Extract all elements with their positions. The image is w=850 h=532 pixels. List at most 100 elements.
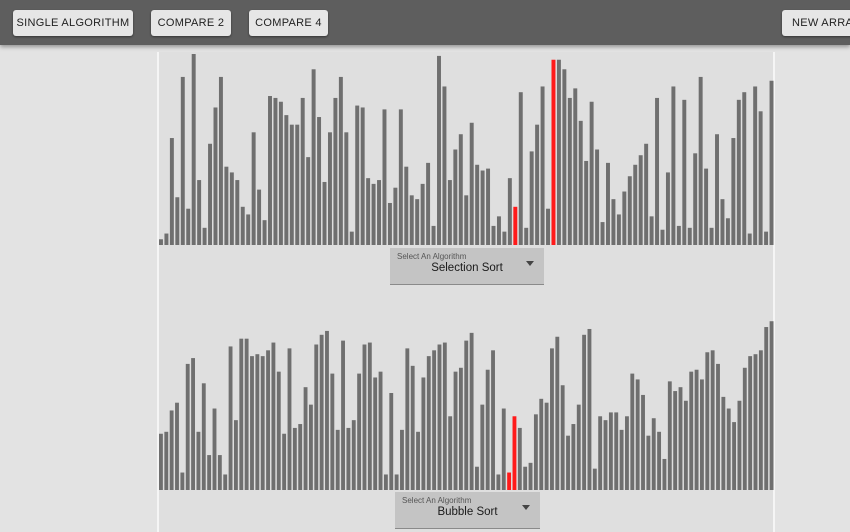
array-bar: [442, 86, 447, 245]
array-bar: [317, 117, 322, 245]
array-bar: [233, 420, 238, 490]
array-bar: [373, 377, 378, 490]
bar-chart-svg: [159, 321, 774, 490]
array-bar: [164, 431, 169, 490]
array-bar: [208, 143, 213, 245]
highlighted-bar: [507, 472, 512, 490]
array-bar: [217, 455, 222, 490]
array-bar: [276, 371, 281, 490]
array-bar: [169, 410, 174, 490]
array-bar: [540, 86, 545, 245]
array-bar: [582, 334, 587, 490]
array-bar: [410, 365, 415, 490]
array-bar: [389, 393, 394, 490]
array-bar: [341, 340, 345, 490]
array-bar: [475, 466, 479, 490]
array-bar: [539, 398, 544, 490]
algorithm-select[interactable]: Select An Algorithm Bubble Sort: [395, 492, 540, 529]
array-bar: [715, 134, 719, 245]
array-bar: [748, 356, 753, 490]
array-bar: [464, 195, 469, 245]
array-bar: [295, 124, 300, 245]
array-bar: [694, 369, 699, 490]
array-bar: [398, 109, 403, 245]
array-bar: [235, 180, 240, 245]
array-bar: [646, 435, 651, 490]
array-bar: [732, 422, 737, 490]
array-bar: [665, 172, 670, 245]
array-bar: [529, 151, 534, 245]
array-bar: [239, 338, 244, 490]
array-bar: [319, 334, 324, 490]
array-bar: [635, 379, 640, 490]
algorithm-select[interactable]: Select An Algorithm Selection Sort: [390, 248, 544, 285]
array-bar: [426, 162, 431, 245]
array-bar: [349, 231, 354, 245]
array-bar: [611, 199, 616, 245]
array-bar: [528, 462, 533, 490]
array-bar: [159, 239, 163, 245]
array-bar: [378, 371, 383, 490]
new-array-button[interactable]: NEW ARRAY: [782, 10, 850, 36]
selected-algorithm: Bubble Sort: [437, 506, 498, 518]
array-bar: [533, 414, 538, 490]
array-bar: [704, 168, 709, 245]
array-bar: [518, 92, 523, 245]
array-bar: [651, 418, 656, 490]
array-bar: [437, 55, 441, 245]
array-bar: [625, 416, 629, 490]
array-bar: [387, 202, 392, 245]
array-bar: [725, 218, 730, 245]
array-bar: [682, 99, 687, 245]
array-bar: [268, 96, 272, 245]
array-bar: [764, 327, 769, 490]
compare-4-button[interactable]: COMPARE 4: [249, 10, 328, 36]
highlighted-bar: [513, 206, 518, 245]
array-bar: [720, 199, 725, 245]
visualizer-panel: Select An Algorithm Selection Sort Selec…: [157, 52, 775, 532]
array-bar: [469, 332, 474, 490]
array-bar: [383, 474, 388, 490]
array-bar: [257, 189, 262, 245]
compare-2-button[interactable]: COMPARE 2: [151, 10, 231, 36]
array-bar: [327, 132, 332, 245]
array-bar: [186, 208, 191, 245]
array-bar: [393, 187, 398, 245]
array-bar: [491, 350, 495, 490]
array-bar: [491, 225, 496, 245]
array-bar: [175, 197, 180, 245]
array-bar: [244, 338, 249, 490]
array-bar: [448, 416, 453, 490]
array-bar: [284, 115, 289, 245]
single-algorithm-button[interactable]: SINGLE ALGORITHM: [13, 10, 133, 36]
array-bar: [758, 350, 763, 490]
array-bar: [535, 124, 540, 245]
array-bar: [255, 354, 260, 490]
array-bar: [404, 166, 409, 245]
array-bar: [262, 220, 267, 245]
array-bar: [314, 344, 319, 490]
array-bar: [185, 363, 190, 490]
array-bar: [377, 180, 381, 245]
array-bar: [622, 191, 627, 245]
array-bar: [300, 97, 305, 245]
array-bar: [175, 402, 179, 490]
array-bar: [278, 101, 283, 245]
array-bar: [180, 472, 185, 490]
array-bar: [196, 431, 201, 490]
array-bar: [447, 180, 452, 245]
array-bar: [357, 373, 362, 490]
array-bar: [351, 420, 356, 490]
array-bar: [598, 416, 603, 490]
array-bar: [753, 354, 758, 490]
array-bar: [523, 466, 528, 490]
array-bar: [683, 400, 688, 490]
array-bar: [556, 59, 561, 245]
array-bar: [420, 183, 425, 245]
array-bar: [710, 350, 715, 490]
array-bar: [676, 225, 681, 245]
array-bar: [578, 120, 583, 245]
array-bar: [641, 394, 645, 490]
array-bar: [627, 176, 632, 245]
array-bar: [325, 330, 329, 490]
